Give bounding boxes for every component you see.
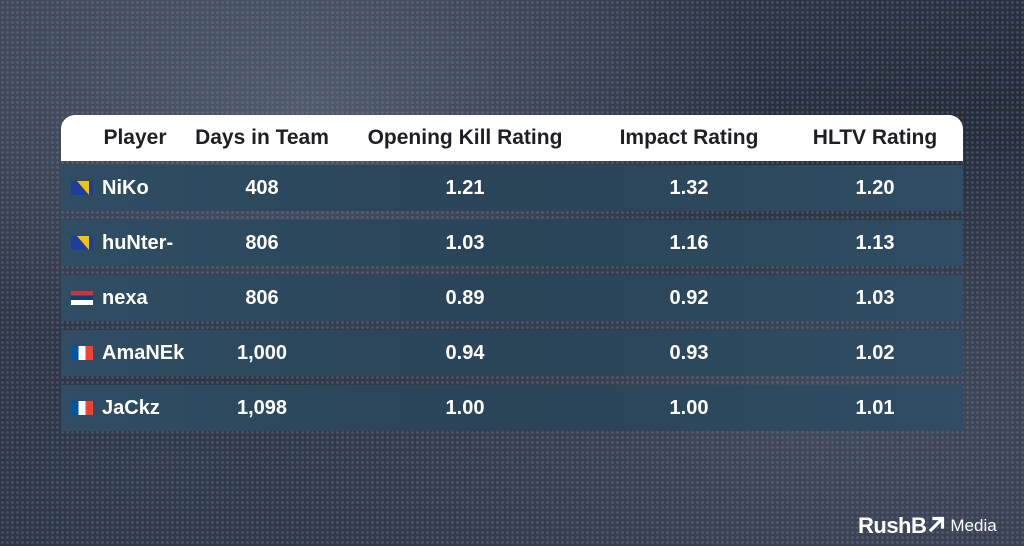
table-row: NiKo 408 1.21 1.32 1.20 [61,165,963,211]
opening-kill-rating-value: 1.03 [445,232,485,254]
serbia-flag-icon [71,291,93,305]
impact-rating-value: 0.92 [669,287,709,309]
opening-kill-rating-value: 0.89 [445,287,485,309]
days-in-team-value: 408 [245,177,279,199]
table-header: Player Days in Team Opening Kill Rating … [61,115,963,161]
days-in-team-value: 1,098 [236,397,288,419]
hltv-rating-value: 1.01 [855,397,895,419]
bosnia-flag-icon [71,181,93,195]
player-name: huNter- [102,231,174,254]
hltv-rating-value: 1.13 [855,232,895,254]
header-impact-rating: Impact Rating [619,126,759,149]
days-in-team-value: 1,000 [236,342,288,364]
player-cell: AmaNEk [71,330,184,376]
hltv-rating-value: 1.02 [855,342,895,364]
opening-kill-rating-value: 1.21 [445,177,485,199]
player-name: NiKo [102,176,149,199]
opening-kill-rating-value: 1.00 [445,397,485,419]
days-in-team-value: 806 [245,287,279,309]
player-cell: JaCkz [71,385,160,431]
player-cell: nexa [71,275,148,321]
player-name: JaCkz [102,396,160,419]
impact-rating-value: 1.00 [669,397,709,419]
header-opening-kill-rating: Opening Kill Rating [367,126,563,149]
bosnia-flag-icon [71,236,93,250]
arrow-up-right-icon [928,515,946,538]
player-cell: huNter- [71,220,173,266]
table-row: huNter- 806 1.03 1.16 1.13 [61,220,963,266]
opening-kill-rating-value: 0.94 [445,342,485,364]
impact-rating-value: 1.32 [669,177,709,199]
brand-sub: Media [950,516,997,535]
hltv-rating-value: 1.03 [855,287,895,309]
days-in-team-value: 806 [245,232,279,254]
player-name: nexa [102,286,148,309]
player-name: AmaNEk [102,341,185,364]
impact-rating-value: 1.16 [669,232,709,254]
impact-rating-value: 0.93 [669,342,709,364]
brand-logo: RushB Media [858,512,997,540]
header-hltv-rating: HLTV Rating [812,126,938,149]
table-row: AmaNEk 1,000 0.94 0.93 1.02 [61,330,963,376]
table-row: JaCkz 1,098 1.00 1.00 1.01 [61,385,963,431]
header-days-in-team: Days in Team [195,126,329,149]
player-cell: NiKo [71,165,149,211]
brand-name: RushB [858,513,927,538]
france-flag-icon [71,401,93,415]
france-flag-icon [71,346,93,360]
header-player: Player [103,126,167,149]
hltv-rating-value: 1.20 [855,177,895,199]
table-row: nexa 806 0.89 0.92 1.03 [61,275,963,321]
